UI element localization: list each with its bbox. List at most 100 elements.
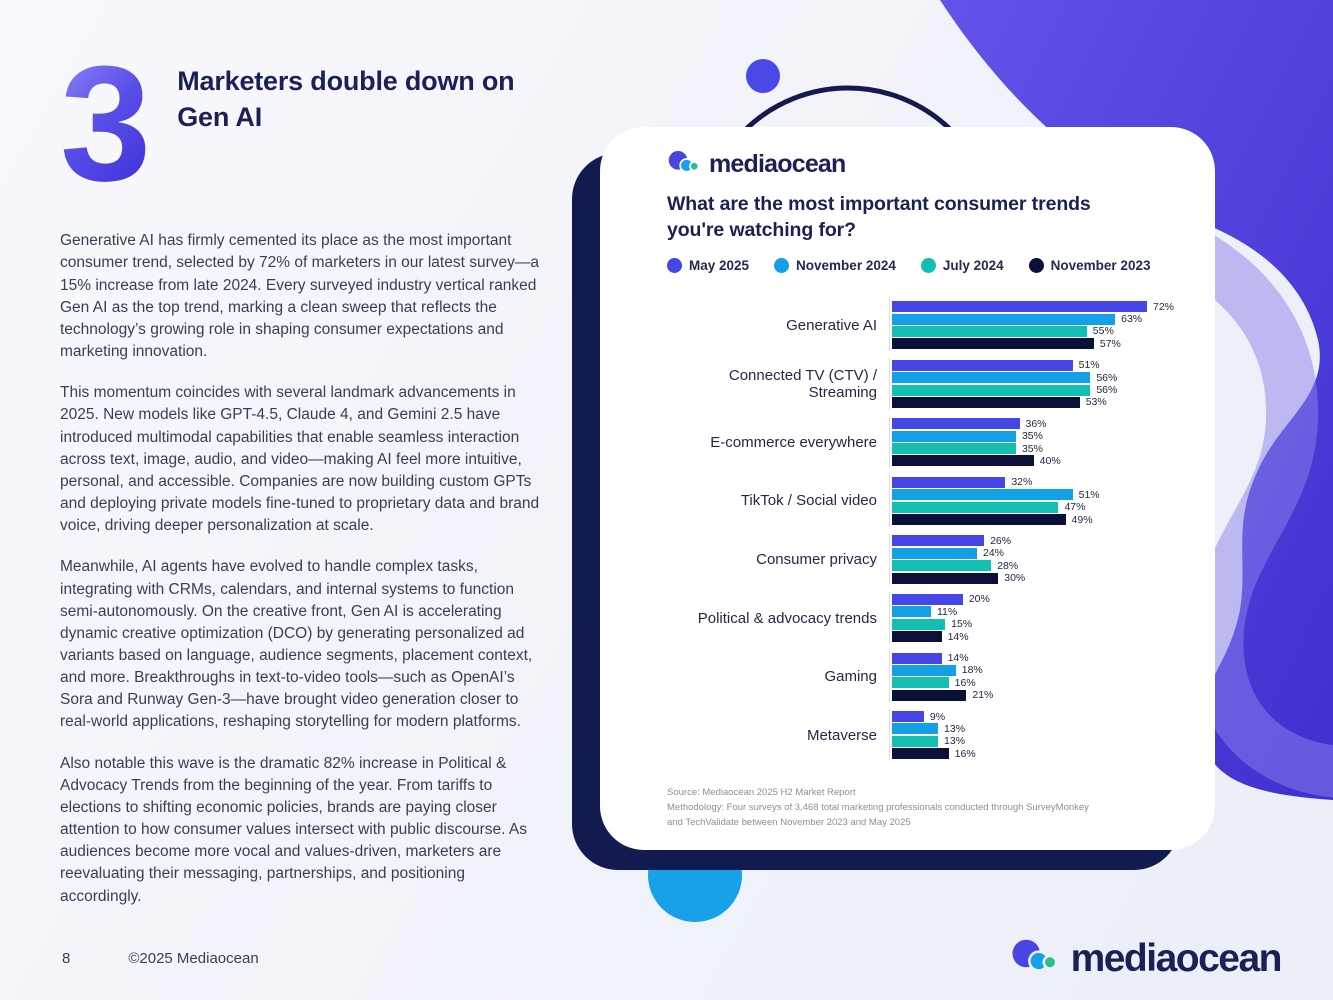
bar	[892, 372, 1091, 384]
bar	[892, 443, 1016, 455]
chart-row: E-commerce everywhere 36% 35% 35% 40%	[667, 416, 1187, 469]
value-label: 18%	[961, 664, 983, 677]
paragraph-3: Meanwhile, AI agents have evolved to han…	[60, 558, 533, 731]
bar	[892, 748, 949, 760]
bar	[892, 631, 942, 643]
chart-row: Connected TV (CTV) / Streaming 51% 56% 56% 5…	[667, 358, 1187, 410]
bar	[892, 359, 1073, 371]
bar-line: 30%	[892, 572, 1025, 584]
bar	[892, 476, 1006, 488]
bar-line: 51%	[892, 489, 1100, 501]
footer-brand-logo: mediaocean	[1010, 934, 1283, 983]
value-label: 40%	[1039, 454, 1061, 467]
mediaocean-logo-icon	[1010, 934, 1060, 983]
bar-line: 18%	[892, 664, 993, 676]
value-label: 32%	[1011, 476, 1033, 489]
value-label: 57%	[1099, 337, 1121, 350]
bar	[892, 489, 1073, 501]
bar-line: 56%	[892, 371, 1118, 384]
value-label: 53%	[1085, 396, 1107, 409]
bar	[892, 430, 1016, 442]
legend-dot-icon	[667, 258, 682, 274]
legend-item: November 2024	[774, 258, 896, 274]
category-label: Gaming	[824, 668, 877, 686]
value-label: 15%	[951, 618, 973, 631]
category-label: Connected TV (CTV) / Streaming	[728, 366, 877, 401]
bar-line: 35%	[892, 430, 1061, 442]
legend-label: November 2024	[796, 258, 896, 274]
value-label: 26%	[990, 534, 1012, 547]
bar	[892, 301, 1147, 313]
bar-line: 51%	[892, 359, 1117, 371]
chart-source: Source: Mediaocean 2025 H2 Market Report…	[667, 785, 1187, 831]
value-label: 56%	[1096, 371, 1118, 384]
legend-label: November 2023	[1050, 258, 1151, 274]
legend-label: May 2025	[689, 258, 750, 274]
section-title-row: 3 Marketers double down on Gen AI	[60, 41, 546, 205]
bar-line: 9%	[892, 710, 976, 723]
card-logo-text: mediaocean	[709, 149, 846, 178]
bar-group: 36% 35% 35% 40%	[889, 416, 1061, 469]
bar-line: 13%	[892, 723, 976, 735]
bar	[892, 723, 939, 735]
bar	[892, 313, 1116, 325]
chart-title: What are the most important consumer tre…	[667, 193, 1091, 241]
left-column: 3 Marketers double down on Gen AI Genera…	[60, 41, 546, 927]
bar	[892, 396, 1080, 408]
bar-line: 57%	[892, 338, 1174, 350]
value-label: 35%	[1021, 442, 1043, 455]
value-label: 63%	[1121, 313, 1143, 326]
value-label: 35%	[1021, 430, 1043, 443]
bar-line: 16%	[892, 748, 976, 760]
dot-decoration	[746, 59, 780, 93]
bar-line: 63%	[892, 313, 1174, 325]
category-label: TikTok / Social video	[740, 492, 877, 510]
bar-line: 35%	[892, 442, 1061, 455]
bar	[892, 689, 967, 701]
bar-line: 26%	[892, 535, 1025, 547]
bar-line: 14%	[892, 630, 990, 643]
bar	[892, 455, 1034, 467]
value-label: 51%	[1078, 488, 1100, 501]
value-label: 36%	[1025, 417, 1047, 430]
value-label: 14%	[947, 630, 969, 643]
value-label: 72%	[1153, 300, 1175, 313]
bar-group: 20% 11% 15% 14%	[889, 592, 990, 644]
category-label: Metaverse	[806, 726, 877, 744]
value-label: 16%	[954, 747, 976, 760]
legend-dot-icon	[1028, 258, 1044, 274]
value-label: 14%	[947, 652, 969, 665]
legend-dot-icon	[774, 258, 790, 274]
paragraph-2: This momentum coincides with several lan…	[60, 384, 540, 535]
page-title: Marketers double down on Gen AI	[177, 66, 515, 132]
value-label: 56%	[1096, 384, 1118, 396]
purple-wave-highlight	[1109, 202, 1333, 798]
purple-wave-shape	[940, 0, 1333, 800]
bar-line: 11%	[892, 606, 990, 618]
bar-line: 28%	[892, 560, 1025, 572]
category-label: Consumer privacy	[756, 551, 877, 568]
legend-item: November 2023	[1028, 258, 1151, 274]
bar-line: 15%	[892, 618, 990, 630]
value-label: 16%	[954, 676, 976, 689]
chart-row: Consumer privacy 26% 24% 28% 30%	[667, 533, 1187, 586]
section-number: 3	[60, 41, 151, 205]
bar-group: 26% 24% 28% 30%	[889, 533, 1025, 586]
value-label: 28%	[997, 559, 1019, 572]
chart-legend: May 2025 November 2024 July 2024 November 2…	[667, 258, 1187, 274]
bar	[892, 325, 1087, 337]
chart-row: Gaming 14% 18% 16% 21%	[667, 650, 1187, 703]
bar-line: 56%	[892, 384, 1117, 396]
source-line-1: Source: Mediaocean 2025 H2 Market Report	[667, 786, 856, 798]
value-label: 49%	[1071, 513, 1093, 526]
body-paragraphs: Generative AI has firmly cemented its pl…	[60, 230, 546, 907]
bar-line: 49%	[892, 513, 1100, 526]
bar	[892, 384, 1091, 396]
bar	[892, 547, 977, 559]
category-label: Political & advocacy trends	[697, 609, 877, 627]
value-label: 24%	[983, 547, 1005, 560]
value-label: 13%	[944, 722, 966, 735]
chart-row: Generative AI 72% 63% 55% 57%	[667, 299, 1187, 352]
bar-line: 16%	[892, 677, 993, 689]
